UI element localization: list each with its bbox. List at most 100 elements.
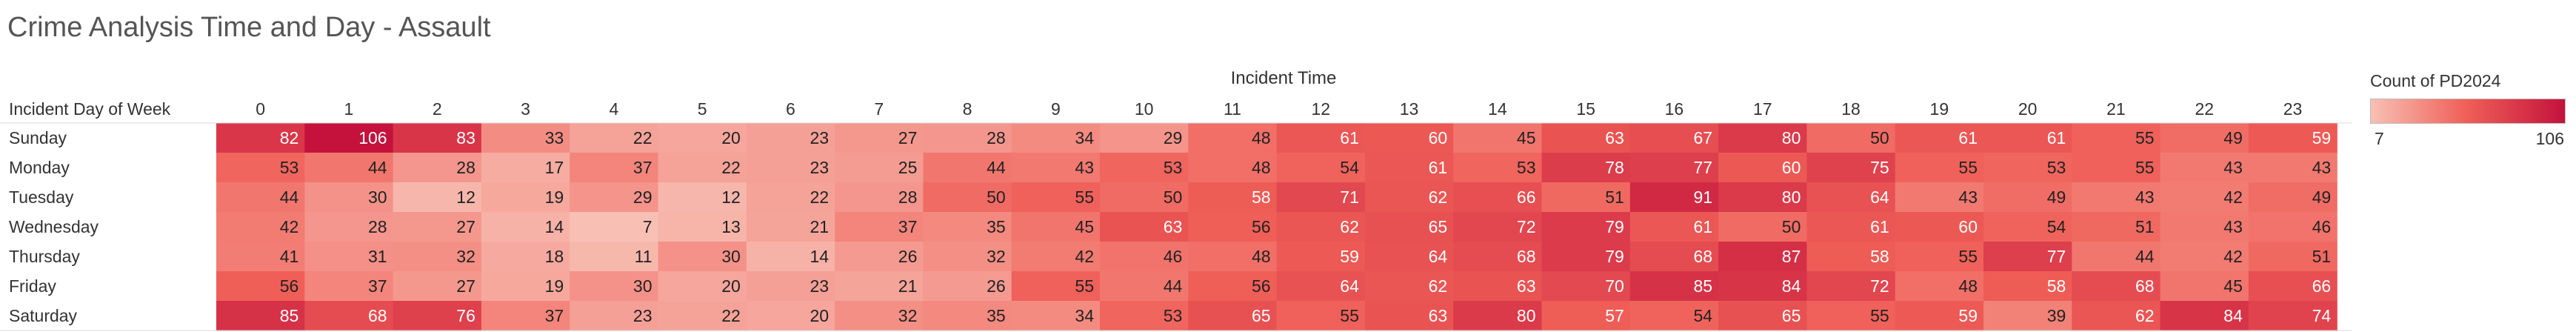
x-tick-label: 12: [1311, 99, 1330, 119]
x-tick-label: 15: [1576, 99, 1595, 119]
cell-value-label: 37: [898, 217, 918, 236]
heatmap-cell: [746, 153, 835, 183]
heatmap-cell: [393, 301, 482, 331]
heatmap-cell: [1453, 242, 1543, 272]
heatmap-cell: [1276, 271, 1366, 302]
heatmap-cell: [1629, 153, 1719, 183]
cell-value-label: 74: [2312, 306, 2332, 325]
heatmap-cell: [393, 182, 482, 213]
cell-value-label: 61: [1694, 217, 1713, 236]
heatmap-cell: [216, 301, 305, 331]
cell-value-label: 22: [721, 306, 741, 325]
heatmap-cell: [216, 271, 305, 302]
cell-value-label: 13: [721, 217, 741, 236]
x-tick-label: 9: [1051, 99, 1061, 119]
cell-value-label: 106: [358, 128, 387, 147]
cell-value-label: 54: [1694, 306, 1713, 325]
heatmap-cell: [1364, 301, 1454, 331]
heatmap-cell: [1718, 123, 1807, 153]
heatmap-cell: [1364, 212, 1454, 242]
cell-value-label: 18: [545, 247, 564, 266]
cell-value-label: 62: [1340, 217, 1359, 236]
cell-value-label: 60: [1429, 128, 1448, 147]
cell-value-label: 23: [810, 276, 830, 296]
heatmap-cell: [393, 153, 482, 183]
heatmap-cell: [2248, 301, 2338, 331]
cell-value-label: 61: [2047, 128, 2066, 147]
y-tick-label: Saturday: [9, 306, 78, 325]
heatmap-cell: [2072, 123, 2161, 153]
x-tick-label: 4: [609, 99, 618, 119]
cell-value-label: 20: [810, 306, 830, 325]
heatmap-cell: [835, 153, 924, 183]
x-tick-label: 0: [256, 99, 265, 119]
page-title: Crime Analysis Time and Day - Assault: [7, 12, 491, 43]
heatmap-cell: [1100, 242, 1189, 272]
heatmap-cell: [1100, 153, 1189, 183]
cell-value-label: 33: [545, 128, 564, 147]
heatmap-cell: [1541, 153, 1631, 183]
heatmap-cell: [2248, 182, 2338, 213]
cell-value-label: 60: [1958, 217, 1978, 236]
cell-value-label: 48: [1252, 247, 1271, 266]
heatmap-cell: [2248, 271, 2338, 302]
cell-value-label: 60: [1782, 158, 1801, 177]
cell-value-label: 21: [898, 276, 918, 296]
x-tick-label: 10: [1135, 99, 1154, 119]
heatmap-cell: [1100, 301, 1189, 331]
heatmap-cell: [1983, 242, 2072, 272]
heatmap-cell: [658, 301, 747, 331]
cell-value-label: 35: [987, 217, 1006, 236]
cell-value-label: 55: [1075, 187, 1094, 207]
heatmap-cell: [1453, 153, 1543, 183]
heatmap-cell: [2248, 123, 2338, 153]
heatmap-cell: [1983, 153, 2072, 183]
heatmap-cell: [393, 242, 482, 272]
cell-value-label: 55: [1958, 247, 1978, 266]
heatmap-cell: [304, 182, 394, 213]
heatmap-cell: [1188, 242, 1278, 272]
cell-value-label: 54: [2047, 217, 2066, 236]
cell-value-label: 34: [1075, 128, 1094, 147]
cell-value-label: 42: [2223, 187, 2243, 207]
heatmap-cell: [393, 123, 482, 153]
heatmap-cell: [1895, 301, 1984, 331]
heatmap-cell: [1629, 123, 1719, 153]
cell-value-label: 37: [633, 158, 653, 177]
cell-value-label: 43: [1075, 158, 1094, 177]
heatmap-cell: [1453, 123, 1543, 153]
cell-value-label: 30: [633, 276, 653, 296]
cell-value-label: 19: [545, 187, 564, 207]
heatmap-cell: [1718, 271, 1807, 302]
heatmap-cell: [1806, 271, 1896, 302]
cell-value-label: 31: [368, 247, 387, 266]
cell-value-label: 26: [987, 276, 1006, 296]
heatmap-cell: [304, 301, 394, 331]
cell-value-label: 62: [1429, 276, 1448, 296]
cell-value-label: 45: [1517, 128, 1536, 147]
heatmap-cell: [393, 212, 482, 242]
heatmap-cell: [2072, 271, 2161, 302]
heatmap-cell: [1718, 182, 1807, 213]
cell-value-label: 50: [1164, 187, 1183, 207]
heatmap-cell: [304, 123, 394, 153]
cell-value-label: 32: [987, 247, 1006, 266]
heatmap-cell: [1541, 123, 1631, 153]
cell-value-label: 45: [2223, 276, 2243, 296]
y-tick-label: Tuesday: [9, 187, 74, 207]
heatmap-cell: [923, 271, 1012, 302]
color-legend: Count of PD2024 7 106: [2370, 71, 2570, 148]
heatmap-cell: [1011, 182, 1101, 213]
cell-value-label: 28: [898, 187, 918, 207]
heatmap-cell: [746, 123, 835, 153]
cell-value-label: 27: [456, 276, 476, 296]
heatmap-cell: [835, 242, 924, 272]
y-tick-label: Friday: [9, 276, 56, 296]
cell-value-label: 80: [1782, 128, 1801, 147]
cell-value-label: 44: [2135, 247, 2155, 266]
cell-value-label: 29: [1164, 128, 1183, 147]
cell-value-label: 20: [721, 128, 741, 147]
cell-value-label: 85: [1694, 276, 1713, 296]
cell-value-label: 17: [545, 158, 564, 177]
heatmap-cell: [216, 153, 305, 183]
